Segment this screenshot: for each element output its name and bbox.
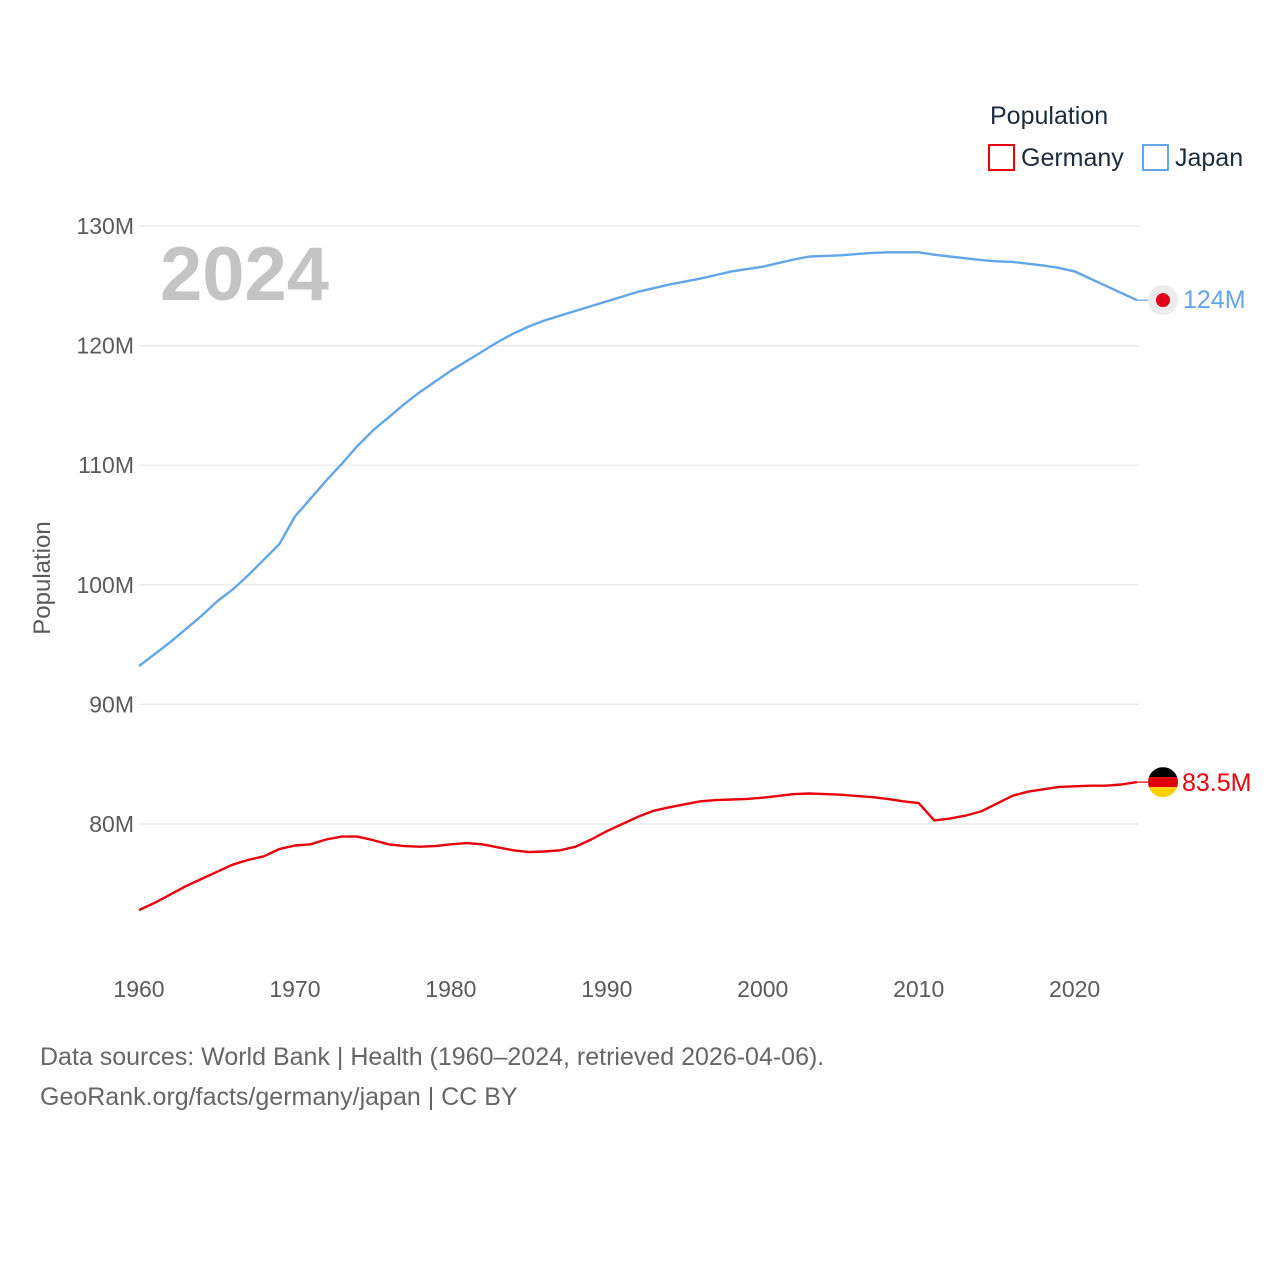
- germany-flag-black-stripe: [1148, 767, 1178, 778]
- legend-swatch-japan: [1142, 144, 1169, 171]
- legend-label-germany: Germany: [1021, 144, 1124, 172]
- legend-item-japan[interactable]: Japan: [1142, 144, 1243, 172]
- x-axis-tick-labels: 1960 1970 1980 1990 2000 2010 2020: [113, 976, 1100, 1002]
- germany-flag-red-stripe: [1148, 777, 1178, 788]
- legend-swatch-germany: [988, 144, 1015, 171]
- japan-flag-icon: [1148, 285, 1178, 316]
- y-tick-label: 110M: [78, 452, 134, 478]
- x-tick-label: 1960: [113, 976, 164, 1002]
- y-tick-label: 130M: [76, 213, 134, 239]
- footer-sources: Data sources: World Bank | Health (1960–…: [40, 1043, 825, 1071]
- x-tick-label: 1990: [581, 976, 632, 1002]
- y-axis-tick-labels: 80M 90M 100M 110M 120M 130M: [76, 213, 134, 837]
- y-tick-label: 120M: [76, 333, 134, 359]
- gridlines: [139, 225, 1139, 825]
- series-line-japan[interactable]: [138, 251, 1138, 668]
- y-tick-label: 90M: [89, 691, 134, 717]
- year-label: 2024: [160, 232, 329, 317]
- legend-title: Population: [990, 102, 1108, 130]
- footer-link[interactable]: GeoRank.org/facts/germany/japan | CC BY: [40, 1083, 518, 1111]
- y-tick-label: 100M: [76, 572, 134, 598]
- x-tick-label: 2000: [737, 976, 788, 1002]
- legend-label-japan: Japan: [1175, 144, 1243, 172]
- y-axis-title: Population: [29, 521, 56, 634]
- x-tick-label: 2010: [893, 976, 944, 1002]
- japan-flag-dot: [1156, 293, 1170, 308]
- germany-flag-icon: [1148, 767, 1178, 798]
- japan-end-value-label: 124M: [1183, 286, 1246, 314]
- series-lines: [138, 251, 1148, 912]
- legend-item-germany[interactable]: Germany: [988, 144, 1124, 172]
- x-tick-label: 1970: [269, 976, 320, 1002]
- germany-flag-gold-stripe: [1148, 787, 1178, 798]
- germany-end-value-label: 83.5M: [1182, 769, 1251, 797]
- series-line-germany[interactable]: [138, 780, 1138, 912]
- y-tick-label: 80M: [89, 811, 134, 837]
- x-tick-label: 2020: [1049, 976, 1100, 1002]
- x-tick-label: 1980: [425, 976, 476, 1002]
- legend: Population Germany Japan: [988, 102, 1243, 172]
